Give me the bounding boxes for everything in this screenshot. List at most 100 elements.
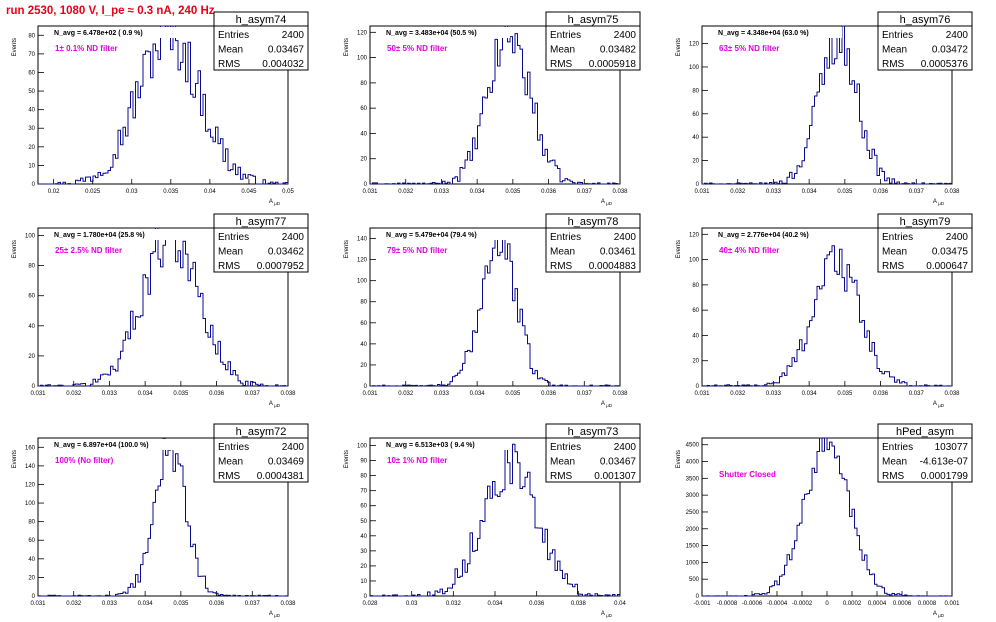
x-tick-label-h_asym77: 0.033	[102, 391, 118, 397]
x-tick-label-hPed_asym: 0.0004	[868, 601, 887, 607]
stats-label-rms-h_asym76: RMS	[882, 59, 905, 70]
y-axis-label-h_asym73: Events	[344, 450, 350, 468]
stats-box-title-h_asym78: h_asym78	[568, 216, 619, 228]
x-axis-label-hPed_asym: A μD	[933, 611, 945, 618]
x-tick-label-h_asym77: 0.036	[209, 391, 225, 397]
y-tick-label-h_asym78: 40	[360, 342, 367, 348]
histogram-curve-h_asym76	[702, 25, 953, 185]
y-axis-label-h_asym72: Events	[12, 450, 18, 468]
x-tick-label-h_asym75: 0.037	[577, 189, 593, 195]
y-tick-label-h_asym74: 50	[28, 89, 35, 95]
stats-box-h_asym77	[213, 213, 309, 273]
y-tick-label-h_asym75: 20	[360, 157, 367, 163]
y-tick-label-h_asym79: 20	[692, 359, 699, 365]
stats-box-title-h_asym79: h_asym79	[900, 216, 951, 228]
stats-value-entries-hPed_asym: 103077	[935, 442, 969, 453]
x-tick-label-h_asym79: 0.037	[909, 391, 925, 397]
y-tick-label-h_asym72: 100	[25, 501, 36, 507]
x-tick-label-h_asym76: 0.034	[802, 189, 818, 195]
n-avg-label-h_asym75: N_avg = 3.483e+04 (50.5 %)	[386, 30, 477, 37]
x-tick-label-h_asym73: 0.032	[446, 601, 462, 607]
filter-annotation-h_asym74: 1± 0.1% ND filter	[55, 44, 118, 53]
x-tick-label-hPed_asym: 0.0006	[893, 601, 912, 607]
y-tick-label-h_asym74: 70	[28, 52, 35, 58]
stats-value-entries-h_asym77: 2400	[282, 232, 305, 243]
x-tick-label-h_asym75: 0.036	[541, 189, 557, 195]
stats-label-entries-h_asym76: Entries	[882, 30, 913, 41]
n-avg-box-h_asym73	[382, 439, 510, 450]
x-tick-label-hPed_asym: 0.001	[944, 601, 960, 607]
x-tick-label-h_asym78: 0.036	[541, 391, 557, 397]
x-axis-label-h_asym74: A μD	[269, 199, 281, 206]
y-axis-label-h_asym75: Events	[344, 38, 350, 56]
y-axis-label-h_asym79: Events	[676, 240, 682, 258]
y-tick-label-h_asym79: 40	[692, 333, 699, 339]
x-tick-label-h_asym79: 0.035	[837, 391, 853, 397]
stats-box-title-h_asym72: h_asym72	[236, 426, 287, 438]
plot-frame-h_asym72	[37, 437, 289, 597]
x-tick-label-h_asym78: 0.034	[470, 391, 486, 397]
x-tick-label-h_asym76: 0.035	[837, 189, 853, 195]
x-axis-label-h_asym78: A μD	[601, 401, 613, 408]
stats-label-rms-hPed_asym: RMS	[882, 471, 905, 482]
x-tick-label-h_asym77: 0.037	[245, 391, 261, 397]
n-avg-label-h_asym72: N_avg = 6.897e+04 (100.0 %)	[54, 442, 149, 449]
y-tick-label-h_asym74: 60	[28, 70, 35, 76]
stats-box-title-h_asym75: h_asym75	[568, 14, 619, 26]
y-tick-label-h_asym78: 80	[360, 300, 367, 306]
stats-box-h_asym76	[877, 11, 973, 71]
x-tick-label-h_asym72: 0.031	[30, 601, 46, 607]
stats-box-title-h_asym76: h_asym76	[900, 14, 951, 26]
y-tick-label-h_asym75: 100	[357, 56, 368, 62]
y-tick-label-h_asym77: 40	[28, 324, 35, 330]
stats-label-rms-h_asym77: RMS	[218, 261, 241, 272]
stats-box-title-h_asym77: h_asym77	[236, 216, 287, 228]
x-tick-label-h_asym78: 0.032	[398, 391, 414, 397]
plot-frame-h_asym75	[369, 25, 621, 185]
y-tick-label-h_asym73: 40	[360, 534, 367, 540]
stats-value-mean-h_asym75: 0.03482	[600, 45, 637, 56]
stats-label-mean-h_asym78: Mean	[550, 247, 575, 258]
y-tick-label-h_asym74: 30	[28, 126, 35, 132]
y-tick-label-h_asym73: 80	[360, 474, 367, 480]
y-tick-label-h_asym74: 40	[28, 108, 35, 114]
x-tick-label-h_asym77: 0.031	[30, 391, 46, 397]
x-tick-label-hPed_asym: -0.0008	[717, 601, 738, 607]
y-tick-label-h_asym76: 80	[692, 88, 699, 94]
x-tick-label-h_asym72: 0.035	[173, 601, 189, 607]
page-title: run 2530, 1080 V, I_pe ≈ 0.3 nA, 240 Hz	[6, 5, 215, 17]
histogram-curve-h_asym73	[369, 443, 621, 597]
x-tick-label-h_asym75: 0.038	[612, 189, 628, 195]
stats-label-mean-h_asym79: Mean	[882, 247, 907, 258]
y-tick-label-h_asym72: 40	[28, 557, 35, 563]
x-tick-label-h_asym74: 0.05	[282, 189, 294, 195]
x-tick-label-h_asym77: 0.034	[138, 391, 154, 397]
y-tick-label-h_asym75: 40	[360, 131, 367, 137]
stats-label-entries-h_asym73: Entries	[550, 442, 581, 453]
histogram-curve-h_asym79	[701, 245, 952, 387]
stats-box-h_asym78	[545, 213, 641, 273]
y-tick-label-h_asym75: 60	[360, 106, 367, 112]
y-tick-label-h_asym78: 140	[357, 237, 368, 243]
stats-label-mean-h_asym77: Mean	[218, 247, 243, 258]
y-tick-label-h_asym75: 0	[364, 182, 368, 188]
x-tick-label-h_asym74: 0.02	[48, 189, 60, 195]
y-tick-label-h_asym73: 10	[360, 579, 367, 585]
y-tick-label-hPed_asym: 1000	[686, 560, 700, 566]
stats-value-mean-h_asym73: 0.03467	[600, 457, 637, 468]
filter-annotation-h_asym77: 25± 2.5% ND filter	[55, 246, 122, 255]
stats-box-h_asym79	[877, 213, 973, 273]
plot-frame-h_asym79	[701, 227, 953, 387]
n-avg-box-h_asym75	[382, 27, 510, 38]
stats-value-rms-h_asym79: 0.000647	[926, 261, 968, 272]
stats-value-entries-h_asym75: 2400	[614, 30, 637, 41]
x-tick-label-h_asym73: 0.038	[571, 601, 587, 607]
y-tick-label-h_asym73: 30	[360, 549, 367, 555]
stats-label-entries-h_asym74: Entries	[218, 30, 249, 41]
y-axis-label-h_asym78: Events	[344, 240, 350, 258]
x-tick-label-hPed_asym: 0.0002	[843, 601, 862, 607]
stats-box-hPed_asym	[877, 423, 973, 483]
stats-label-mean-h_asym75: Mean	[550, 45, 575, 56]
x-tick-label-hPed_asym: 0	[825, 601, 829, 607]
